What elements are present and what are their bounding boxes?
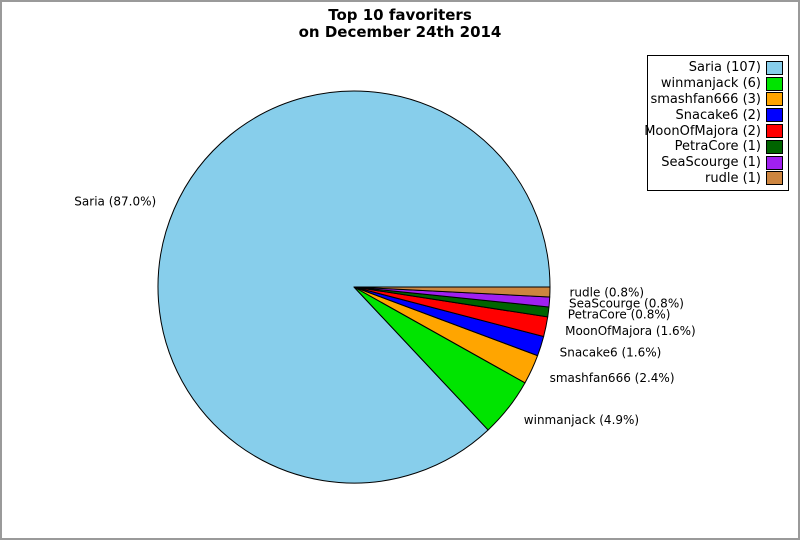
legend-label-smashfan666: smashfan666 (3) xyxy=(650,91,761,107)
legend-row-winmanjack: winmanjack (6) xyxy=(653,76,783,92)
legend-row-saria: Saria (107) xyxy=(653,60,783,76)
wedge-label-winmanjack: winmanjack (4.9%) xyxy=(524,413,639,427)
legend-row-smashfan666: smashfan666 (3) xyxy=(650,91,783,108)
wedge-label-smashfan666: smashfan666 (2.4%) xyxy=(550,371,675,385)
legend-swatch-moonofmajora xyxy=(766,124,783,139)
wedge-label-petracore: PetraCore (0.8%) xyxy=(568,308,671,322)
legend-swatch-snacake6 xyxy=(766,108,783,123)
legend-swatch-seascourge xyxy=(766,155,783,170)
wedge-label-saria: Saria (87.0%) xyxy=(74,195,156,209)
legend: Saria (107) winmanjack (6) smashfan666 (3)… xyxy=(644,55,789,192)
legend-swatch-petracore xyxy=(766,139,783,154)
chart-title: Top 10 favoriters xyxy=(328,6,472,24)
wedge-label-snacake6: Snacake6 (1.6%) xyxy=(560,345,662,359)
legend-label-saria: Saria (107) xyxy=(688,60,761,76)
legend-label-rudle: rudle (1) xyxy=(705,170,761,186)
legend-swatch-saria xyxy=(766,60,783,75)
wedge-label-moonofmajora: MoonOfMajora (1.6%) xyxy=(565,324,696,338)
legend-row-snacake6: Snacake6 (2) xyxy=(653,107,783,123)
legend-swatch-winmanjack xyxy=(766,76,783,91)
chart-subtitle: on December 24th 2014 xyxy=(298,23,502,41)
legend-label-petracore: PetraCore (1) xyxy=(674,139,761,155)
wedge-label-seascourge: SeaScourge (0.8%) xyxy=(569,297,684,311)
legend-label-moonofmajora: MoonOfMajora (2) xyxy=(644,123,761,139)
pie-wedge-rudle xyxy=(353,286,551,298)
legend-label-snacake6: Snacake6 (2) xyxy=(675,107,761,123)
legend-label-seascourge: SeaScourge (1) xyxy=(661,155,761,171)
legend-row-moonofmajora: MoonOfMajora (2) xyxy=(644,123,783,139)
legend-swatch-rudle xyxy=(766,171,783,186)
chart-title-block: Top 10 favoriters on December 24th 2014 xyxy=(2,7,798,41)
legend-label-winmanjack: winmanjack (6) xyxy=(660,76,761,92)
wedge-label-rudle: rudle (0.8%) xyxy=(570,286,645,300)
legend-swatch-smashfan666 xyxy=(766,92,783,107)
legend-row-seascourge: SeaScourge (1) xyxy=(653,155,783,171)
legend-row-rudle: rudle (1) xyxy=(653,171,783,187)
legend-row-petracore: PetraCore (1) xyxy=(653,139,783,155)
